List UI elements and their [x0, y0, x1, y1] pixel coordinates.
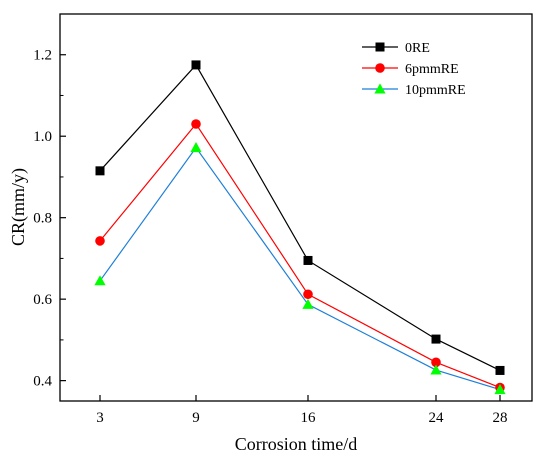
x-tick-label: 28: [493, 410, 508, 426]
series-line-0RE: [99, 63, 501, 371]
data-point-6pmmRE: [191, 119, 201, 129]
data-point-10pmmRE: [94, 275, 106, 286]
x-tick-label: 24: [429, 410, 445, 426]
data-point-10pmmRE: [494, 383, 506, 395]
legend-label: 10pmmRE: [405, 83, 466, 98]
legend-marker-6pmmRE: [375, 63, 385, 73]
legend-marker-10pmmRE: [374, 83, 386, 94]
data-point-0RE: [495, 365, 505, 375]
y-tick-label: 0.6: [33, 292, 52, 308]
data-point-6pmmRE: [431, 357, 441, 368]
x-tick-label: 3: [96, 410, 104, 426]
legend: 0RE 6pmmRE 10pmmRE: [362, 41, 466, 98]
data-point-10pmmRE: [302, 298, 314, 309]
data-point-0RE: [191, 60, 201, 70]
y-tick-label: 1.0: [33, 129, 52, 145]
x-axis-title: Corrosion time/d: [235, 434, 358, 454]
data-point-0RE: [431, 334, 441, 344]
y-tick-label: 1.2: [33, 48, 52, 64]
x-axis-ticks: 3 9 16 24 28: [96, 395, 508, 426]
y-tick-label: 0.4: [33, 374, 52, 390]
legend-label: 6pmmRE: [405, 62, 459, 77]
y-axis-ticks: 0.4 0.6 0.8 1.0 1.2: [33, 13, 66, 390]
x-tick-label: 16: [301, 410, 317, 426]
plot-frame: [59, 13, 533, 402]
data-point-10pmmRE: [430, 364, 442, 375]
y-axis-title: CR(mm/y): [8, 168, 29, 246]
data-point-0RE: [95, 166, 105, 176]
legend-label: 0RE: [405, 41, 430, 56]
series-line-6pmmRE: [99, 122, 501, 389]
data-point-6pmmRE: [303, 289, 313, 300]
data-point-6pmmRE: [95, 236, 105, 246]
y-tick-label: 0.8: [33, 211, 52, 227]
legend-marker-0RE: [375, 42, 385, 52]
series-layer: [94, 60, 506, 395]
data-point-10pmmRE: [190, 142, 202, 153]
data-point-0RE: [303, 255, 313, 265]
series-line-10pmmRE: [99, 146, 501, 391]
x-tick-label: 9: [192, 410, 200, 426]
